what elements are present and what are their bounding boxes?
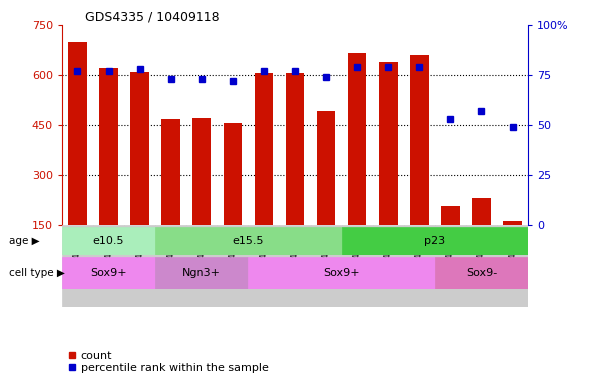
Bar (248, 257, 435, 289)
Bar (255, 73, 273, 275)
Bar (124, 225, 155, 307)
Bar (93, 225, 124, 307)
Bar (280, 225, 310, 307)
Bar (68, 41, 87, 275)
Text: GSM841156: GSM841156 (73, 229, 82, 284)
Text: GSM841165: GSM841165 (353, 229, 362, 284)
Text: GSM841168: GSM841168 (446, 229, 455, 284)
Text: e10.5: e10.5 (93, 236, 124, 246)
Text: Ngn3+: Ngn3+ (182, 268, 221, 278)
Text: GSM841164: GSM841164 (228, 229, 237, 283)
Bar (342, 227, 528, 255)
Text: GSM841169: GSM841169 (477, 229, 486, 284)
Text: e15.5: e15.5 (232, 236, 264, 246)
Text: Sox9-: Sox9- (466, 268, 497, 278)
Bar (342, 225, 373, 307)
Text: GSM841159: GSM841159 (260, 229, 268, 284)
Text: GDS4335 / 10409118: GDS4335 / 10409118 (85, 11, 220, 24)
Bar (286, 73, 304, 275)
Text: GSM841167: GSM841167 (415, 229, 424, 284)
Bar (248, 225, 280, 307)
Bar (435, 257, 528, 289)
Bar (155, 225, 186, 307)
Bar (503, 221, 522, 275)
Text: p23: p23 (424, 236, 445, 246)
Text: GSM841170: GSM841170 (508, 229, 517, 284)
Bar (62, 227, 155, 255)
Text: GSM841160: GSM841160 (290, 229, 300, 284)
Text: Sox9+: Sox9+ (90, 268, 127, 278)
Bar (186, 225, 217, 307)
Bar (317, 111, 335, 275)
Bar (497, 225, 528, 307)
Legend: count, percentile rank within the sample: count, percentile rank within the sample (67, 351, 268, 373)
Bar (441, 206, 460, 275)
Text: GSM841166: GSM841166 (384, 229, 393, 284)
Bar (373, 225, 404, 307)
Bar (155, 227, 342, 255)
Text: GSM841157: GSM841157 (104, 229, 113, 284)
Bar (62, 225, 93, 307)
Bar (62, 257, 155, 289)
Text: GSM841158: GSM841158 (135, 229, 144, 284)
Text: GSM841163: GSM841163 (197, 229, 206, 284)
Bar (404, 225, 435, 307)
Bar (435, 225, 466, 307)
Bar (217, 225, 248, 307)
Bar (379, 61, 398, 275)
Bar (155, 257, 248, 289)
Bar (348, 53, 366, 275)
Bar (130, 72, 149, 275)
Text: GSM841162: GSM841162 (166, 229, 175, 283)
Text: GSM841161: GSM841161 (322, 229, 330, 284)
Bar (224, 123, 242, 275)
Bar (192, 118, 211, 275)
Text: Sox9+: Sox9+ (323, 268, 360, 278)
Bar (99, 68, 118, 275)
Bar (410, 55, 428, 275)
Text: age ▶: age ▶ (9, 236, 40, 246)
Bar (466, 225, 497, 307)
Bar (162, 119, 180, 275)
Bar (310, 225, 342, 307)
Text: cell type ▶: cell type ▶ (9, 268, 65, 278)
Bar (472, 198, 491, 275)
